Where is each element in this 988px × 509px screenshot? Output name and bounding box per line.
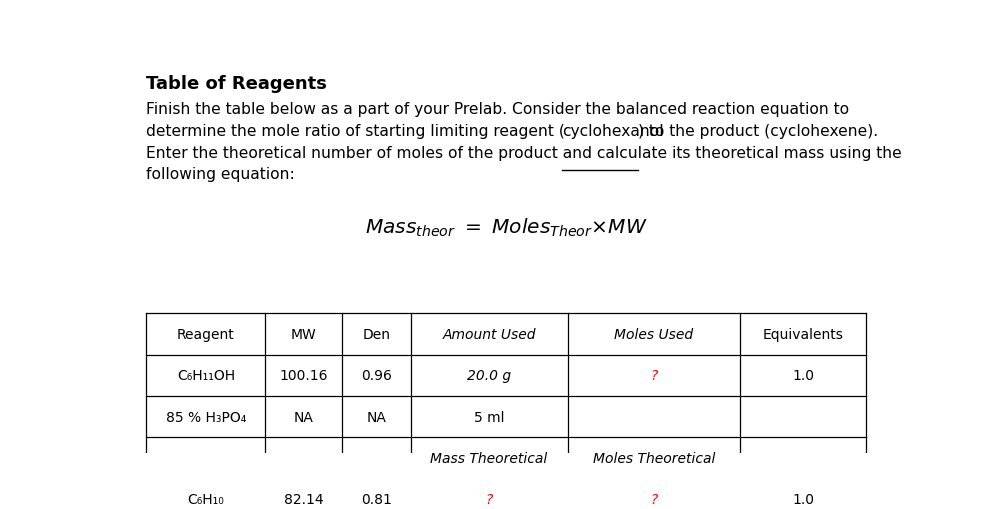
Text: cyclohexanol: cyclohexanol bbox=[561, 124, 663, 139]
Text: 82.14: 82.14 bbox=[284, 492, 323, 506]
Text: ) to the product (cyclohexene).: ) to the product (cyclohexene). bbox=[637, 124, 877, 139]
Text: Den: Den bbox=[363, 327, 390, 342]
Text: C₆H₁₀: C₆H₁₀ bbox=[188, 492, 224, 506]
Text: NA: NA bbox=[367, 410, 386, 424]
Text: NA: NA bbox=[293, 410, 313, 424]
Text: MW: MW bbox=[290, 327, 316, 342]
Text: 0.81: 0.81 bbox=[361, 492, 391, 506]
Text: ?: ? bbox=[485, 492, 493, 506]
Text: Finish the table below as a part of your Prelab. Consider the balanced reaction : Finish the table below as a part of your… bbox=[146, 102, 850, 117]
Text: Enter the theoretical number of moles of the product and calculate its theoretic: Enter the theoretical number of moles of… bbox=[146, 146, 902, 160]
Text: Amount Used: Amount Used bbox=[443, 327, 535, 342]
Text: Reagent: Reagent bbox=[177, 327, 235, 342]
Text: determine the mole ratio of starting limiting reagent (: determine the mole ratio of starting lim… bbox=[146, 124, 565, 139]
Text: following equation:: following equation: bbox=[146, 167, 295, 182]
Text: Mass Theoretical: Mass Theoretical bbox=[431, 451, 547, 465]
Text: ?: ? bbox=[650, 369, 657, 383]
Text: Equivalents: Equivalents bbox=[763, 327, 844, 342]
Text: C₆H₁₁OH: C₆H₁₁OH bbox=[177, 369, 235, 383]
Text: Table of Reagents: Table of Reagents bbox=[146, 75, 327, 93]
Text: 20.0 g: 20.0 g bbox=[467, 369, 511, 383]
Text: 5 ml: 5 ml bbox=[474, 410, 504, 424]
Text: ?: ? bbox=[650, 492, 657, 506]
Text: 1.0: 1.0 bbox=[792, 369, 814, 383]
Text: $\mathit{Mass}$$_{\mathit{theor}}$ $=$ $\mathit{Moles}$$_{\mathit{Theor}}$$\time: $\mathit{Mass}$$_{\mathit{theor}}$ $=$ $… bbox=[365, 216, 648, 239]
Text: 0.96: 0.96 bbox=[361, 369, 391, 383]
Text: 100.16: 100.16 bbox=[280, 369, 328, 383]
Text: Moles Theoretical: Moles Theoretical bbox=[593, 451, 715, 465]
Text: 85 % H₃PO₄: 85 % H₃PO₄ bbox=[166, 410, 246, 424]
Text: 1.0: 1.0 bbox=[792, 492, 814, 506]
Text: Moles Used: Moles Used bbox=[615, 327, 694, 342]
